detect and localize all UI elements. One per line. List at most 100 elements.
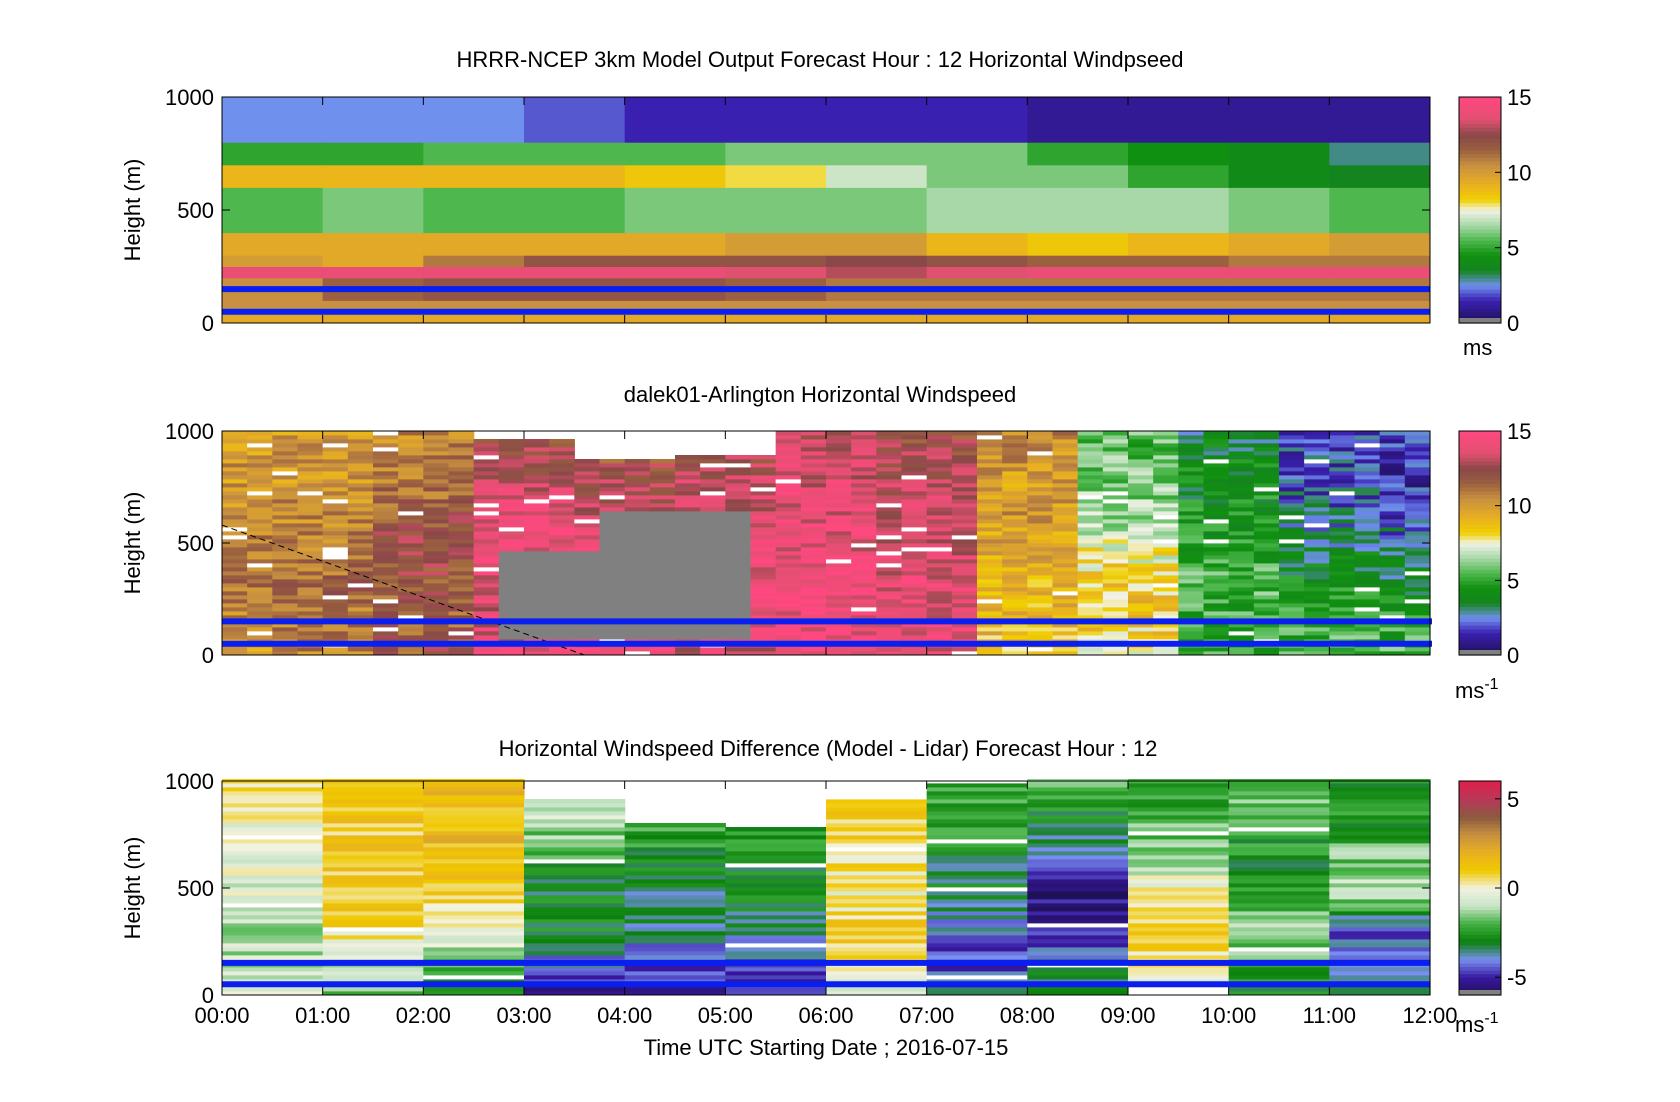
- heatmap-cell: [1404, 519, 1431, 524]
- heatmap-cell: [826, 631, 852, 636]
- heatmap-cell: [1203, 559, 1230, 564]
- heatmap-cell: [297, 503, 324, 508]
- heatmap-cell: [1253, 543, 1280, 548]
- heatmap-cell: [926, 899, 1028, 904]
- colorbar-segment: [1459, 509, 1501, 514]
- heatmap-cell: [1077, 539, 1104, 544]
- heatmap-cell: [1128, 475, 1154, 480]
- heatmap-cell: [1153, 435, 1179, 440]
- heatmap-cell: [423, 851, 525, 856]
- heatmap-cell: [826, 863, 928, 868]
- heatmap-cell: [876, 571, 903, 576]
- heatmap-cell: [1178, 595, 1205, 600]
- heatmap-cell: [322, 495, 349, 500]
- heatmap-cell: [448, 439, 475, 444]
- heatmap-cell: [222, 579, 248, 584]
- heatmap-cell: [1027, 503, 1054, 508]
- heatmap-cell: [951, 503, 978, 508]
- heatmap-cell: [1128, 551, 1154, 556]
- heatmap-cell: [1228, 847, 1330, 852]
- heatmap-cell: [222, 255, 324, 267]
- heatmap-cell: [624, 871, 726, 876]
- colorbar-segment: [1459, 498, 1501, 503]
- heatmap-cell: [725, 907, 827, 912]
- heatmap-cell: [675, 495, 701, 500]
- colorbar-segment: [1459, 973, 1501, 978]
- heatmap-cell: [750, 559, 777, 564]
- colorbar-segment: [1459, 119, 1501, 124]
- heatmap-cell: [448, 567, 475, 572]
- heatmap-cell: [1077, 515, 1104, 520]
- heatmap-cell: [1052, 631, 1079, 636]
- heatmap-cell: [725, 475, 752, 480]
- heatmap-cell: [1228, 435, 1255, 440]
- heatmap-cell: [800, 487, 827, 492]
- heatmap-cell: [297, 459, 324, 464]
- heatmap-cell: [1404, 539, 1431, 544]
- heatmap-cell: [977, 551, 1003, 556]
- heatmap-cell: [1027, 459, 1054, 464]
- heatmap-cell: [826, 523, 852, 528]
- heatmap-cell: [826, 491, 852, 496]
- heatmap-cell: [700, 587, 726, 592]
- heatmap-cell: [826, 971, 928, 976]
- heatmap-cell: [1153, 511, 1179, 516]
- y-axis-label: Height (m): [120, 837, 145, 940]
- heatmap-cell: [926, 266, 1028, 279]
- heatmap-cell: [297, 543, 324, 548]
- heatmap-cell: [775, 551, 802, 556]
- heatmap-cell: [322, 627, 349, 632]
- heatmap-cell: [725, 867, 827, 872]
- colorbar-segment: [1459, 115, 1501, 121]
- heatmap-cell: [423, 535, 450, 540]
- heatmap-cell: [1052, 615, 1079, 620]
- heatmap-cell: [1002, 459, 1028, 464]
- heatmap-cell: [1002, 499, 1028, 504]
- heatmap-cell: [1128, 615, 1154, 620]
- heatmap-cell: [800, 435, 827, 440]
- heatmap-cell: [524, 887, 626, 892]
- heatmap-cell: [624, 867, 726, 872]
- heatmap-cell: [599, 595, 626, 600]
- heatmap-cell: [599, 511, 626, 516]
- heatmap-cell: [322, 447, 349, 452]
- heatmap-cell: [624, 311, 726, 324]
- heatmap-cell: [624, 471, 651, 476]
- heatmap-cell: [1354, 515, 1381, 520]
- heatmap-cell: [1329, 651, 1356, 656]
- heatmap-cell: [800, 467, 827, 472]
- heatmap-cell: [725, 595, 752, 600]
- heatmap-cell: [826, 951, 928, 956]
- heatmap-cell: [851, 475, 877, 480]
- heatmap-cell: [775, 539, 802, 544]
- colorbar-tick-label: -5: [1507, 965, 1527, 990]
- heatmap-cell: [1027, 487, 1054, 492]
- colorbar-segment: [1459, 898, 1501, 903]
- heatmap-cell: [826, 551, 852, 556]
- colorbar-segment: [1459, 610, 1501, 615]
- heatmap-cell: [1253, 583, 1280, 588]
- heatmap-cell: [498, 603, 525, 608]
- heatmap-cell: [1329, 991, 1431, 996]
- heatmap-cell: [1279, 475, 1305, 480]
- heatmap-cell: [297, 535, 324, 540]
- heatmap-cell: [1128, 479, 1154, 484]
- heatmap-cell: [297, 579, 324, 584]
- heatmap-cell: [725, 631, 752, 636]
- heatmap-cell: [272, 563, 299, 568]
- heatmap-cell: [222, 815, 324, 820]
- heatmap-cell: [574, 459, 601, 464]
- heatmap-cell: [247, 579, 273, 584]
- heatmap-cell: [347, 611, 374, 616]
- heatmap-cell: [649, 483, 676, 488]
- heatmap-cell: [247, 563, 273, 568]
- heatmap-cell: [222, 887, 324, 892]
- heatmap-cell: [222, 991, 324, 996]
- heatmap-cell: [1404, 559, 1431, 564]
- heatmap-cell: [1027, 483, 1054, 488]
- heatmap-cell: [423, 511, 450, 516]
- heatmap-cell: [498, 587, 525, 592]
- heatmap-cell: [1354, 611, 1381, 616]
- heatmap-cell: [1052, 455, 1079, 460]
